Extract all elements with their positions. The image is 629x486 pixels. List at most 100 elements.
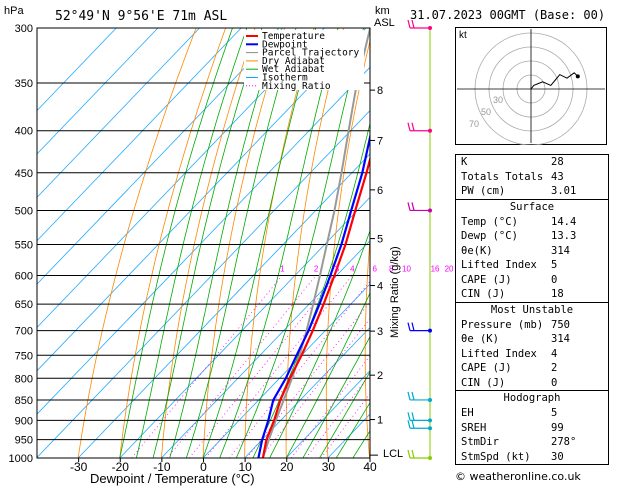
totals-label: Totals Totals xyxy=(461,170,544,183)
stat-value: 0 xyxy=(551,273,558,286)
km-tick: 2 xyxy=(377,370,383,382)
wind-barb-point xyxy=(428,418,432,423)
pressure-tick: 950 xyxy=(15,435,33,447)
temp-tick: -10 xyxy=(153,460,171,474)
hodo-ring-label: 70 xyxy=(469,119,479,129)
pressure-axis: 300 350 400 450 500 550 600 650 700 750 800 850 900 9… xyxy=(9,23,33,465)
temp-tick: 20 xyxy=(280,460,294,474)
isotherm xyxy=(37,28,284,285)
pressure-unit: hPa xyxy=(4,5,24,17)
stat-row: StmDir 278° xyxy=(456,435,608,450)
mixing-ratio-label: 10 xyxy=(402,265,411,274)
stat-label: Dewp (°C) xyxy=(461,230,518,242)
isotherm xyxy=(244,326,370,458)
stat-label: Temp (°C) xyxy=(461,215,518,228)
dewpoint-profile xyxy=(257,132,370,458)
stat-value: 750 xyxy=(551,318,570,331)
stat-label: SREH xyxy=(461,421,487,434)
run-datetime: 31.07.2023 00GMT (Base: 00) xyxy=(410,8,606,22)
pressure-tick: 650 xyxy=(15,299,33,311)
temp-tick: 30 xyxy=(322,460,336,474)
stat-row: θe (K) 314 xyxy=(456,332,608,347)
legend-entry: Parcel Trajectory xyxy=(262,48,360,59)
temp-tick: 10 xyxy=(238,460,252,474)
stat-value: 13.3 xyxy=(551,230,577,242)
isotherm xyxy=(37,110,370,458)
hodo-trace xyxy=(530,72,579,90)
pressure-tick: 500 xyxy=(15,205,33,217)
stat-value: 99 xyxy=(551,421,564,434)
temp-tick: -30 xyxy=(70,460,88,474)
legend-entry: Temperature xyxy=(262,31,325,42)
height-axis: 1 2 3 4 5 6 7 8 xyxy=(370,85,383,456)
k-index-value: 28 xyxy=(551,156,564,168)
stat-row: Temp (°C) 14.4 xyxy=(456,215,608,230)
stat-row: Lifted Index 5 xyxy=(456,258,608,273)
mixing-ratio-labels: 12346810162025 xyxy=(280,265,468,274)
unstable-section: Most Unstable Pressure (mb) 750 θe (K) 314 L… xyxy=(456,303,608,391)
temp-tick: -20 xyxy=(112,460,130,474)
isotherm xyxy=(285,370,370,458)
temp-tick: 0 xyxy=(200,460,207,474)
stat-value: 314 xyxy=(551,244,570,257)
wet-adiabat xyxy=(285,292,370,458)
wet-adiabat xyxy=(119,28,233,458)
stat-row: StmSpd (kt) 30 xyxy=(456,450,608,465)
stat-label: CAPE (J) xyxy=(461,362,512,374)
stat-row: CIN (J) 18 xyxy=(456,287,608,302)
mixing-ratio-label: 6 xyxy=(372,265,377,274)
pressure-tick: 450 xyxy=(15,168,33,180)
stat-label: CIN (J) xyxy=(461,288,506,300)
stat-row: SREH 99 xyxy=(456,421,608,436)
legend-entry: Wet Adiabat xyxy=(262,64,325,75)
unstable-title: Most Unstable xyxy=(490,303,574,316)
pressure-tick: 600 xyxy=(15,271,33,283)
asl-unit: ASL xyxy=(374,17,395,29)
parcel-trajectory xyxy=(261,28,370,458)
isotherm xyxy=(77,153,370,458)
totals-value: 43 xyxy=(551,170,564,183)
temperature-profile xyxy=(261,155,370,458)
hodograph-trace xyxy=(530,72,580,90)
wind-barb-flag xyxy=(411,420,415,429)
stat-row: EH 5 xyxy=(456,406,608,421)
km-tick: 4 xyxy=(377,281,383,293)
copyright: © weatheronline.co.uk xyxy=(455,470,581,483)
stat-value: 5 xyxy=(551,407,558,419)
lcl-label: LCL xyxy=(383,448,403,460)
isotherm xyxy=(37,28,117,112)
wind-barb-flag xyxy=(407,202,411,211)
wind-barb-point xyxy=(428,328,432,333)
wind-barb-flag xyxy=(411,19,415,29)
mixing-ratio-axis-label: Mixing Ratio (g/kg) xyxy=(389,246,401,338)
pressure-tick: 400 xyxy=(15,126,33,138)
pressure-tick: 1000 xyxy=(9,453,33,465)
km-tick: 5 xyxy=(377,234,383,246)
hodo-endpoint xyxy=(575,74,580,79)
temperature-axis: -30 -20 -10 0 10 20 30 40 xyxy=(70,458,377,474)
km-tick: 3 xyxy=(377,326,383,338)
stat-label: StmSpd (kt) xyxy=(461,450,531,463)
stat-value: 314 xyxy=(551,333,570,345)
mixing-ratio-label: 1 xyxy=(280,265,285,274)
wind-barb-flag xyxy=(411,449,415,459)
pressure-tick: 800 xyxy=(15,373,33,385)
stat-value: 18 xyxy=(551,288,564,300)
hodo-ring-label: 50 xyxy=(481,107,491,117)
stat-row: Pressure (mb) 750 xyxy=(456,318,608,333)
stat-value: 30 xyxy=(551,450,564,463)
mixing-ratio-label: 20 xyxy=(445,265,454,274)
hodostats-section: Hodograph EH 5 SREH 99 StmDir 278° StmSpd (kt)… xyxy=(456,391,608,464)
mixing-ratio-label: 4 xyxy=(350,265,355,274)
stat-value: 5 xyxy=(551,259,558,271)
stat-label: CAPE (J) xyxy=(461,273,512,286)
stat-label: Lifted Index xyxy=(461,347,537,360)
wind-barb-point xyxy=(428,397,432,402)
wet-adiabat xyxy=(302,335,370,458)
pressure-tick: 700 xyxy=(15,326,33,338)
wet-adiabat xyxy=(252,121,370,458)
stat-label: StmDir xyxy=(461,436,499,448)
wind-barb-point xyxy=(428,426,432,431)
